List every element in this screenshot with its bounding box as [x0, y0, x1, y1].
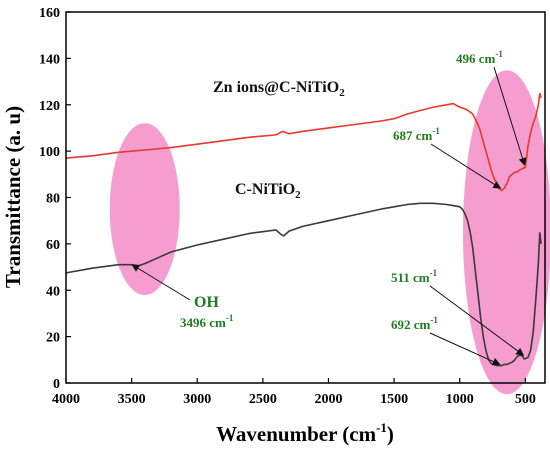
y-tick-label: 60 — [46, 238, 60, 253]
annotation-oh: OH — [194, 294, 219, 311]
y-tick-label: 160 — [39, 6, 60, 21]
y-tick-label: 120 — [39, 99, 60, 114]
y-tick-label: 80 — [46, 192, 60, 207]
y-tick-label: 140 — [39, 52, 60, 67]
y-axis-ticks: 0 20 40 60 80 100 120 140 160 — [39, 6, 71, 392]
arrow-692 — [429, 332, 501, 366]
x-tick-label: 2500 — [249, 392, 277, 407]
annotation-692: 692 cm-1 — [391, 315, 438, 332]
x-tick-label: 1000 — [446, 392, 474, 407]
annotation-687: 687 cm-1 — [393, 126, 440, 143]
x-tick-label: 1500 — [380, 392, 408, 407]
y-tick-label: 0 — [53, 377, 60, 392]
arrow-511 — [429, 285, 525, 356]
x-axis-ticks: 4000 3500 3000 2500 2000 1500 1000 500 — [52, 378, 536, 407]
arrow-oh — [131, 264, 191, 301]
arrow-687 — [430, 143, 502, 189]
highlight-regions — [109, 70, 550, 395]
y-tick-label: 40 — [46, 284, 60, 299]
x-tick-label: 500 — [515, 392, 536, 407]
arrow-496 — [493, 66, 527, 166]
annotation-511: 511 cm-1 — [391, 268, 438, 285]
x-tick-label: 3500 — [118, 392, 146, 407]
x-tick-label: 2000 — [314, 392, 342, 407]
y-axis-title: Transmittance (a. u) — [1, 106, 25, 288]
y-tick-label: 20 — [46, 331, 60, 346]
annotation-496: 496 cm-1 — [456, 49, 503, 66]
y-tick-label: 100 — [39, 145, 60, 160]
x-tick-label: 4000 — [52, 392, 80, 407]
highlight-oh-region — [109, 123, 180, 296]
annotation-arrows — [131, 66, 527, 366]
series-label-cnitio2: C-NiTiO2 — [235, 181, 301, 201]
series-label-zn: Zn ions@C-NiTiO2 — [213, 79, 345, 99]
x-tick-label: 3000 — [183, 392, 211, 407]
annotation-3496: 3496 cm-1 — [180, 313, 234, 330]
x-axis-title: Wavenumber (cm-1) — [216, 420, 394, 446]
highlight-metal-oxide-region — [462, 70, 550, 395]
